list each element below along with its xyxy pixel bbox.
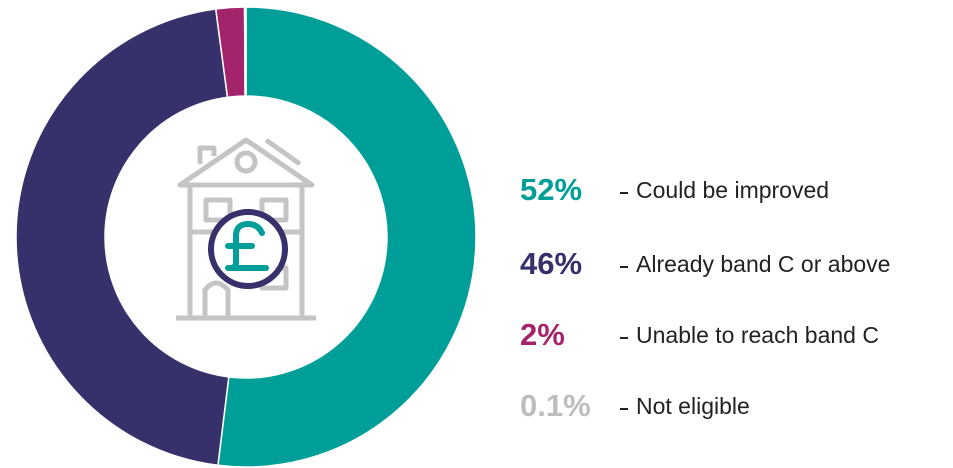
legend-label: Not eligible bbox=[636, 393, 750, 419]
legend-label: Could be improved bbox=[636, 177, 829, 203]
legend-value: 52% bbox=[520, 172, 582, 207]
donut-slice bbox=[15, 8, 230, 467]
legend-label: Unable to reach band C bbox=[636, 322, 879, 348]
donut-slice bbox=[217, 6, 477, 468]
legend-value: 2% bbox=[520, 317, 565, 352]
donut-slice bbox=[243, 6, 247, 97]
legend-label: Already band C or above bbox=[636, 251, 890, 277]
legend-value: 46% bbox=[520, 246, 582, 281]
legend-value: 0.1% bbox=[520, 388, 591, 423]
pound-icon bbox=[208, 209, 288, 289]
